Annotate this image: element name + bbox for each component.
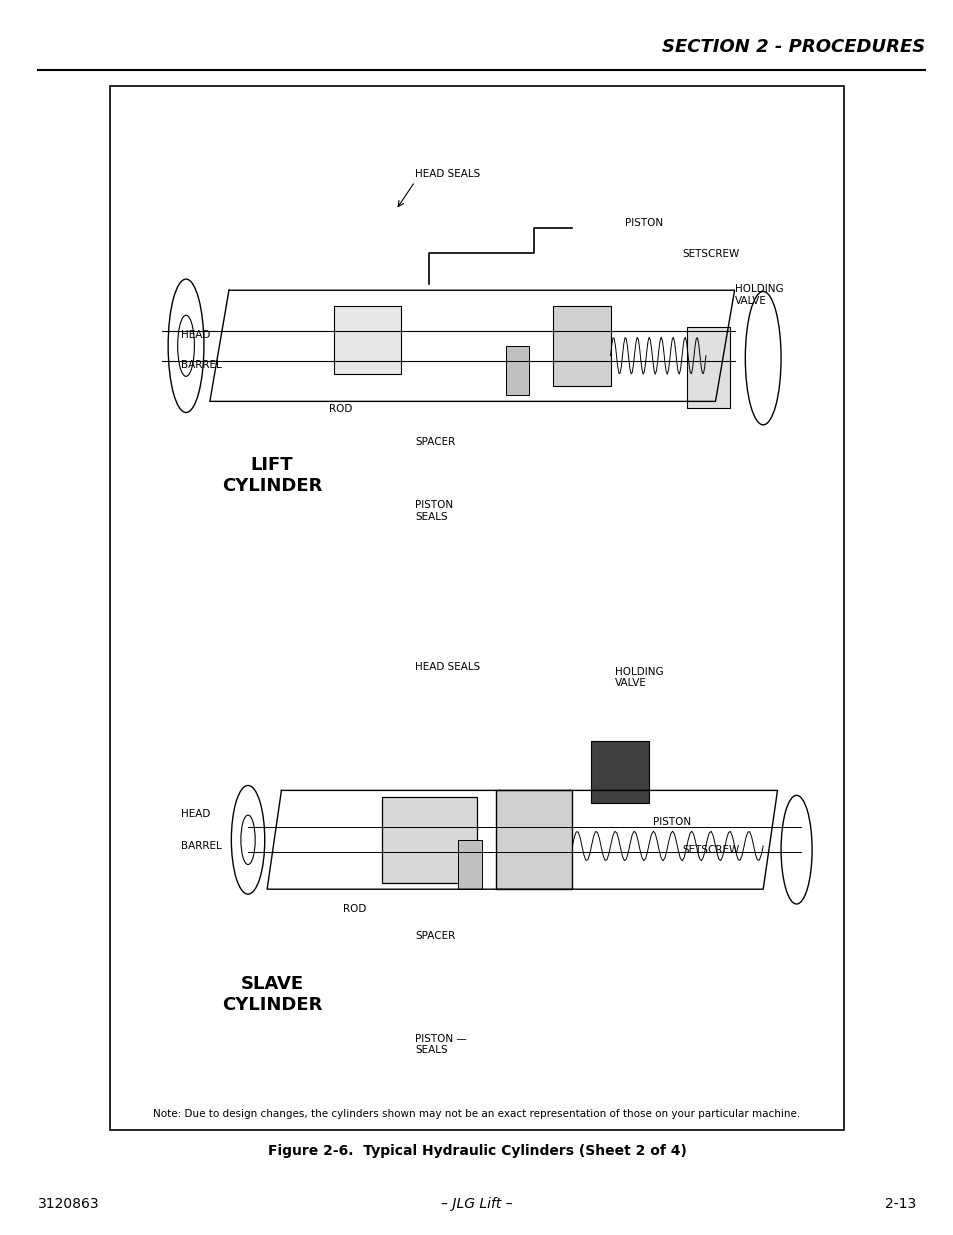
Text: PISTON
SEALS: PISTON SEALS: [415, 500, 453, 521]
Text: SETSCREW: SETSCREW: [681, 249, 739, 259]
Text: LIFT
CYLINDER: LIFT CYLINDER: [221, 456, 322, 495]
Text: PISTON —
SEALS: PISTON — SEALS: [415, 1034, 466, 1055]
Text: ROD: ROD: [343, 904, 367, 914]
Bar: [505, 346, 529, 395]
Bar: [496, 790, 572, 889]
Text: PISTON: PISTON: [653, 818, 691, 827]
Text: HEAD: HEAD: [181, 330, 211, 340]
Text: Figure 2-6.  Typical Hydraulic Cylinders (Sheet 2 of 4): Figure 2-6. Typical Hydraulic Cylinders …: [267, 1144, 686, 1158]
Text: BARREL: BARREL: [181, 361, 222, 370]
Text: ROD: ROD: [329, 404, 353, 414]
Text: HOLDING
VALVE: HOLDING VALVE: [734, 284, 782, 305]
Text: SPACER: SPACER: [415, 931, 455, 941]
Bar: [457, 840, 481, 889]
Text: SPACER: SPACER: [415, 437, 455, 447]
Text: PISTON: PISTON: [624, 219, 662, 228]
Text: 2-13: 2-13: [883, 1197, 915, 1212]
Bar: [381, 797, 476, 883]
Text: HEAD SEALS: HEAD SEALS: [415, 662, 479, 672]
FancyBboxPatch shape: [110, 86, 843, 1130]
Text: 3120863: 3120863: [38, 1197, 100, 1212]
Text: HOLDING
VALVE: HOLDING VALVE: [615, 667, 663, 688]
Text: Note: Due to design changes, the cylinders shown may not be an exact representat: Note: Due to design changes, the cylinde…: [153, 1109, 800, 1119]
Bar: [334, 305, 400, 373]
Text: SECTION 2 - PROCEDURES: SECTION 2 - PROCEDURES: [661, 37, 924, 56]
Bar: [591, 741, 648, 803]
Bar: [686, 327, 729, 408]
Bar: [553, 306, 610, 385]
Text: SLAVE
CYLINDER: SLAVE CYLINDER: [221, 974, 322, 1014]
Text: HEAD SEALS: HEAD SEALS: [415, 169, 479, 179]
Text: SETSCREW: SETSCREW: [681, 845, 739, 855]
Text: BARREL: BARREL: [181, 841, 222, 851]
Text: HEAD: HEAD: [181, 809, 211, 819]
Text: – JLG Lift –: – JLG Lift –: [440, 1197, 513, 1212]
